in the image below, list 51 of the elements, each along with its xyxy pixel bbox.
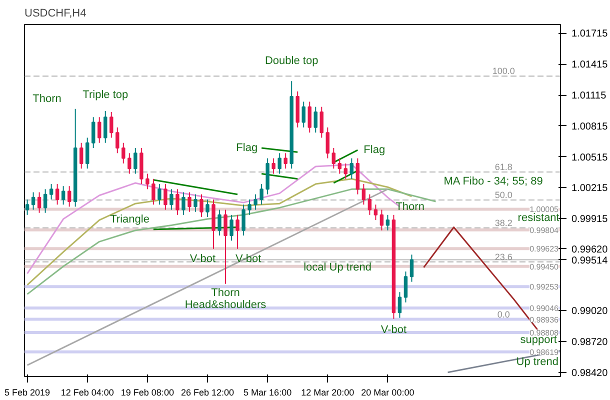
annotation: Head&shoulders — [184, 298, 267, 311]
annotation: 50.0 — [494, 190, 512, 200]
y-tick-label: 0.99915 — [572, 214, 608, 226]
y-tick-label: 1.01415 — [572, 60, 608, 71]
x-tick-label: 20 Mar 00:00 — [361, 388, 414, 398]
annotation: V-bot — [190, 252, 216, 265]
ref-line-label: 0.99804 — [530, 226, 560, 235]
y-tick-label: 0.98420 — [572, 368, 608, 379]
chart-title: USDCHF,H4 — [24, 8, 86, 20]
y-tick-label: 0.98720 — [572, 337, 608, 348]
annotation: local Up trend — [304, 261, 372, 274]
x-tick-label: 12 Mar 20:00 — [301, 388, 354, 398]
annotation: Flag — [364, 144, 386, 156]
annotation: Up trend — [516, 356, 559, 368]
x-tick-label: 12 Feb 04:00 — [60, 388, 114, 398]
y-tick-label: 0.99020 — [572, 306, 608, 318]
y-tick-label: 1.00215 — [572, 183, 608, 194]
x-tick-label: 5 Mar 16:00 — [244, 388, 292, 398]
y-tick-label: 0.99620 — [572, 244, 608, 256]
ref-line-label: 0.98808 — [530, 328, 560, 338]
annotation: V-bot — [380, 324, 407, 336]
ref-line-label: 0.99046 — [530, 304, 560, 313]
y-tick-label: 0.99514 — [572, 255, 608, 266]
ref-line-label: 0.98936 — [530, 315, 560, 324]
annotation: 38.2 — [494, 218, 512, 228]
ref-line-label: 0.98619 — [530, 348, 560, 357]
annotation: MA Fibo - 34; 55; 89 — [444, 176, 543, 188]
x-tick-label: 26 Feb 12:00 — [180, 388, 234, 398]
x-tick-label: 5 Feb 2019 — [4, 388, 50, 398]
annotation: Double top — [264, 55, 318, 68]
annotation: V-bot — [236, 252, 262, 265]
ref-line-label: 0.99253 — [530, 282, 560, 292]
annotation: 0.0 — [497, 309, 510, 320]
ref-line-label: 1.00005 — [530, 205, 560, 214]
annotation: Triple top — [82, 88, 128, 101]
annotation: Thorn — [211, 286, 240, 299]
y-tick-label: 1.00515 — [572, 152, 608, 164]
annotation: Flag — [236, 142, 258, 154]
annotation: Thorn — [32, 92, 62, 105]
annotation: resistant — [518, 212, 560, 224]
annotation: Thorn — [396, 200, 424, 213]
ref-line-label: 0.99623 — [530, 244, 560, 254]
y-tick-label: 1.01115 — [572, 90, 607, 102]
x-tick-label: 19 Feb 08:00 — [120, 388, 174, 398]
y-tick-label: 1.00815 — [572, 121, 608, 132]
y-tick-label: 1.01715 — [572, 28, 608, 40]
annotation: 23.6 — [494, 252, 512, 262]
ref-line-label: 0.99450 — [530, 262, 560, 272]
annotation: 100.0 — [492, 66, 515, 76]
annotation: Triangle — [110, 213, 150, 226]
annotation: 61.8 — [494, 162, 512, 172]
